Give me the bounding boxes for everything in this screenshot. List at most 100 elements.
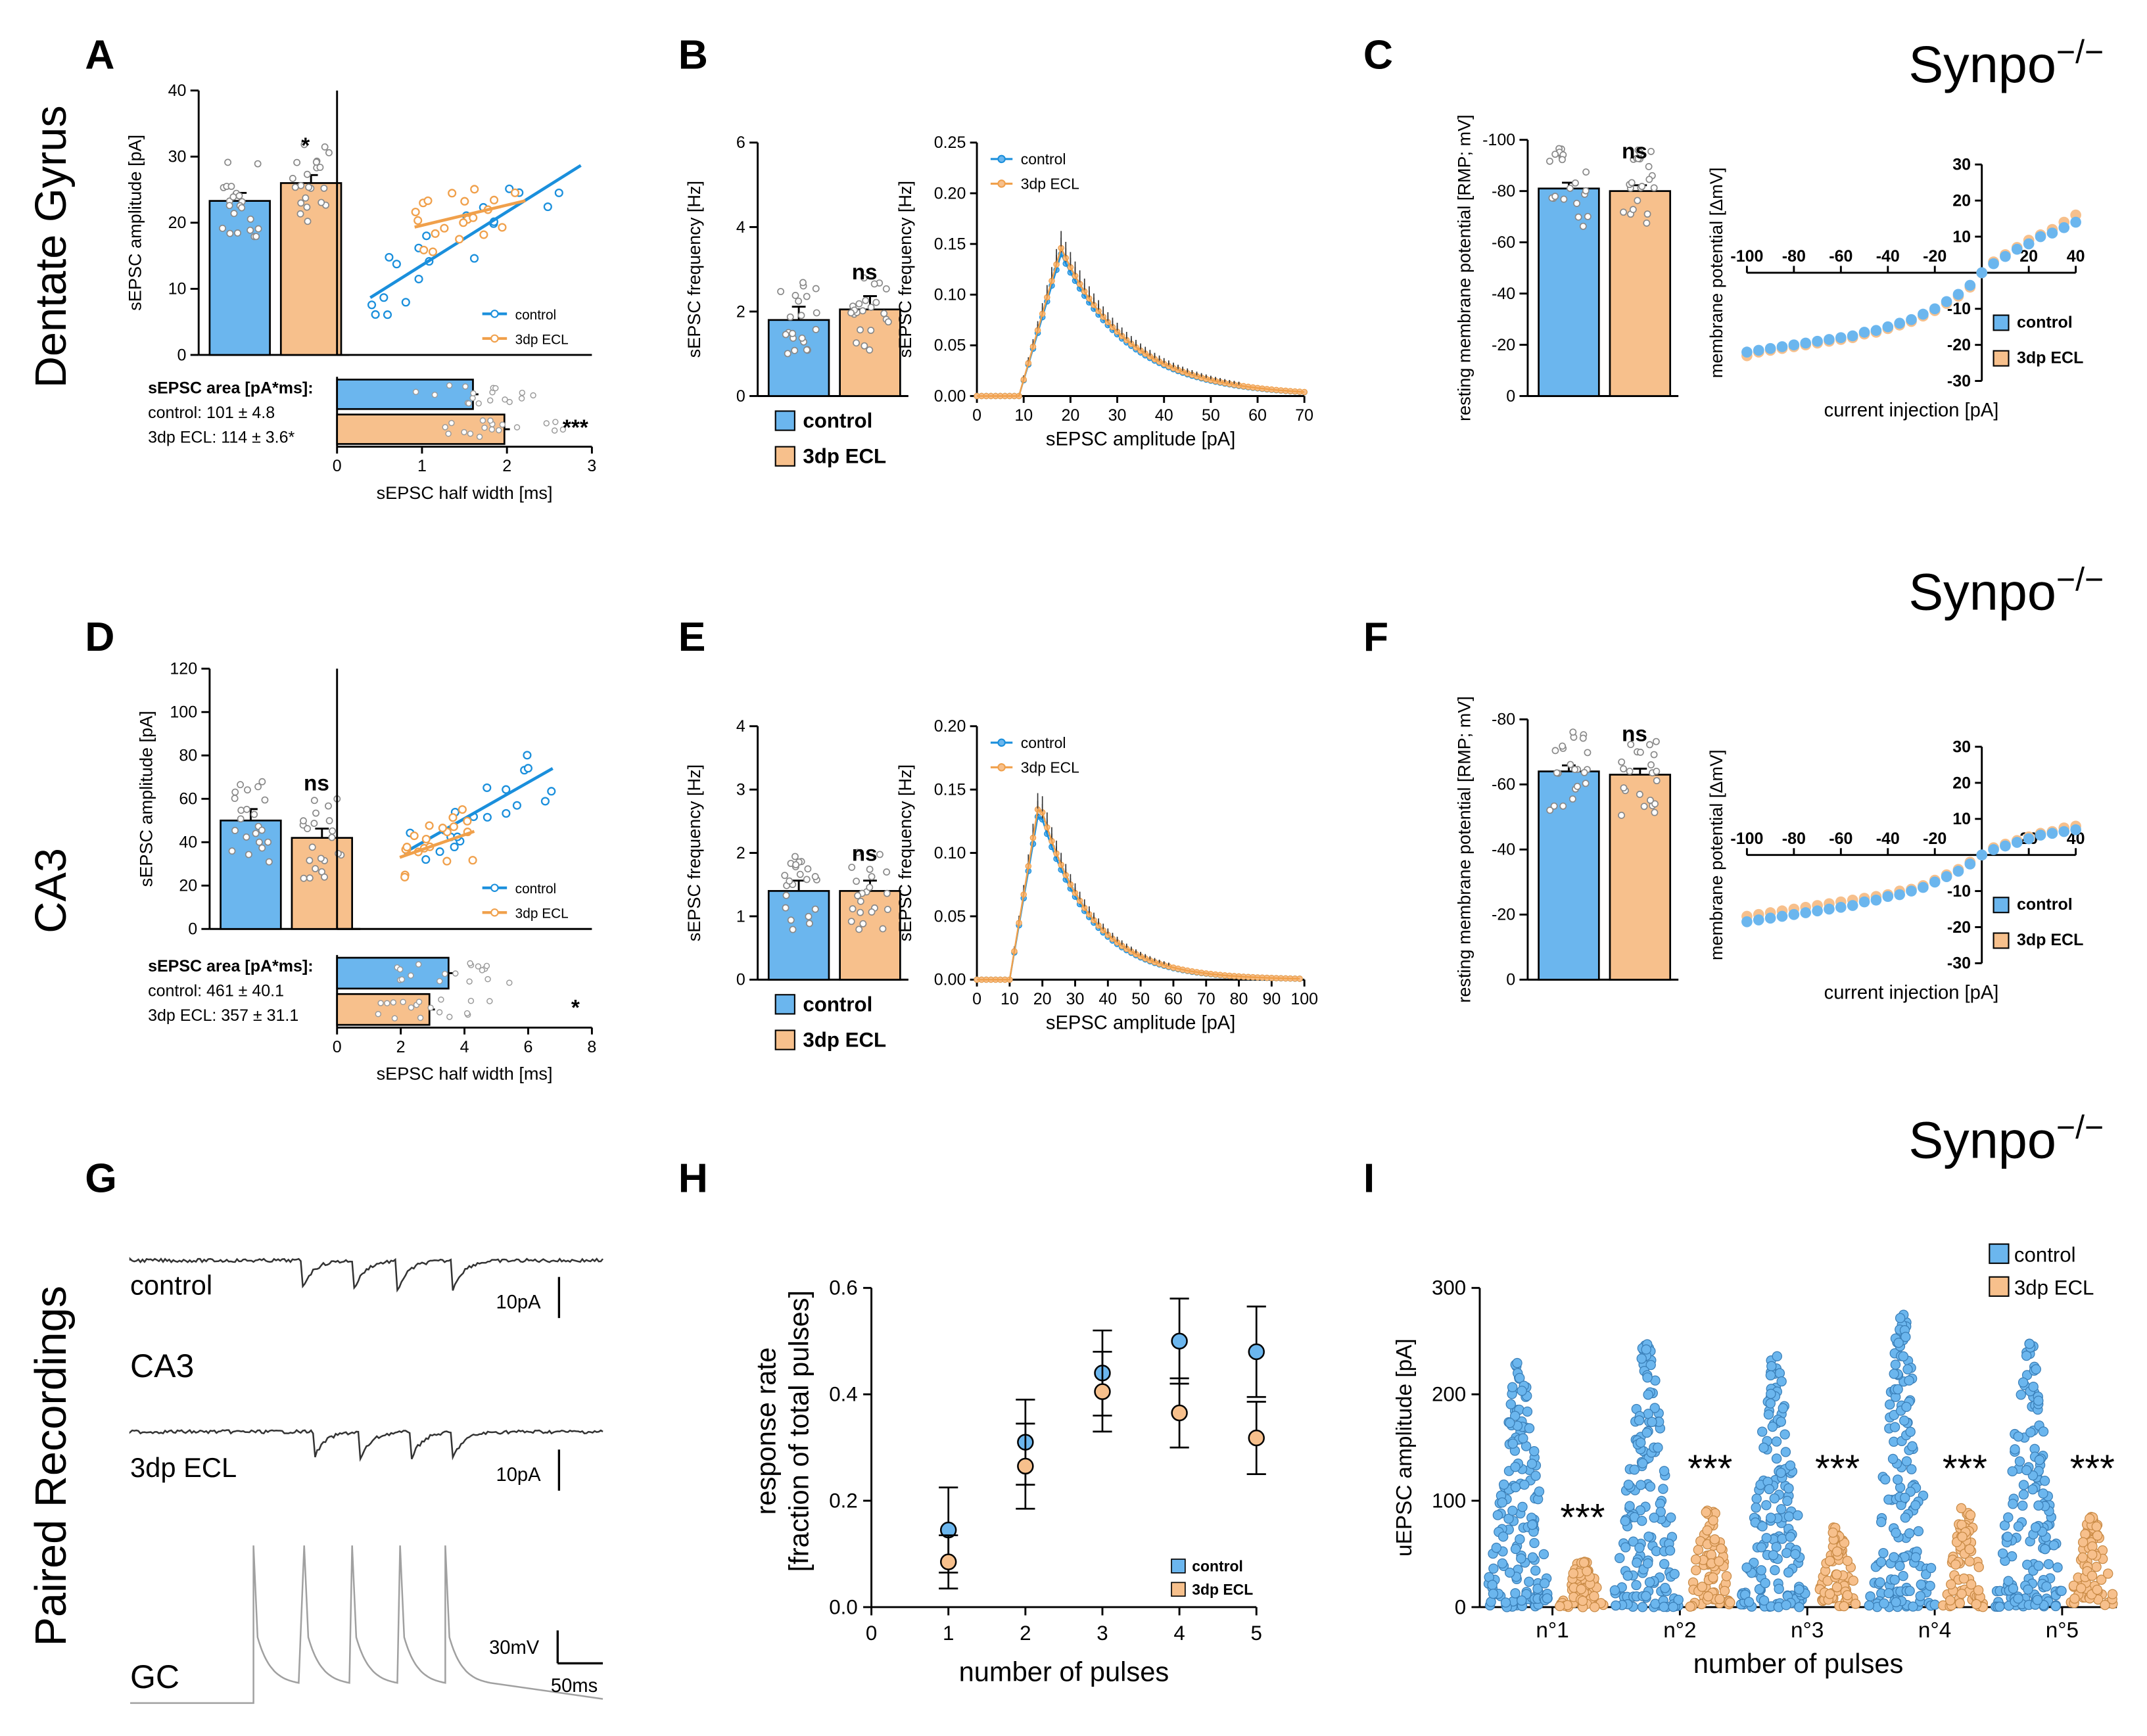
panel-f-rmp-dot [1551,747,1559,755]
panel-i-point-control [1895,1313,1906,1323]
panel-i-point-control [1631,1580,1641,1591]
panel-i-point-control [1785,1460,1796,1471]
panel-i-point-control [1615,1553,1625,1564]
panel-d-halfwidth-dot [398,976,405,983]
panel-f-iv-point-control [1788,908,1800,920]
panel-a-bar-dot [321,143,329,151]
panel-d-halfwidth-dot [484,975,491,983]
panel-b-bar-dot [812,285,820,293]
panel-h-ytick-label: 0.0 [829,1595,857,1618]
panel-i-point-control [1900,1492,1910,1503]
panel-c-iv-point-control [1835,332,1847,344]
panel-d-halfwidth-dot [436,1009,443,1016]
panel-b-bar-dot [797,312,805,319]
panel-i-point-control [1878,1547,1889,1559]
panel-e-hist-ytick-label: 0.15 [934,781,966,799]
panel-b-bar-dot [880,310,888,317]
panel-i-point-control [1503,1513,1514,1524]
panel-c-rmp-dot [1647,147,1655,155]
panel-f-iv-ytick-label: -10 [1947,882,1971,901]
panel-f-rmp-dot [1652,738,1660,745]
panel-e-hist-ytick-label: 0.10 [934,844,966,862]
panel-i-point-control [1741,1562,1752,1573]
panel-e-hist-xlabel: sEPSC amplitude [pA] [1046,1012,1235,1033]
panel-a-bar-dot [305,183,312,191]
panel-b-bar-dot [859,307,866,315]
panel-f-rmp-significance: ns [1622,722,1647,747]
panel-i-point-ecl [1973,1562,1984,1572]
panel-d-scatter-point-control [450,842,459,851]
panel-i-point-control [1761,1533,1772,1543]
panel-b-hist-ytick-label: 0.15 [934,235,966,253]
panel-d-halfwidth-area-ecl: 3dp ECL: 357 ± 31.1 [148,1006,298,1025]
panel-h-legend-swatch [1171,1559,1186,1574]
panel-i-point-control [1908,1601,1918,1612]
panel-i-point-control [2040,1543,2050,1555]
panel-d-bar-dot [228,847,236,855]
panel-letter-f: F [1363,614,1388,660]
panel-i-point-control [2006,1551,2017,1562]
panel-i-point-control [1900,1513,1911,1523]
panel-a-scatter-point-control [422,231,431,241]
panel-b-hist-xtick-label: 40 [1155,406,1173,425]
panel-c-rmp-dot [1645,176,1653,183]
panel-d-bar-dot [254,783,262,791]
panel-f-rmp-ytick-label: 0 [1506,971,1515,989]
panel-f-rmp-dot [1559,742,1567,750]
panel-i-point-control [2056,1585,2067,1597]
panel-e-bar-ytick-label: 1 [736,907,745,926]
panel-i-point-control [1783,1483,1794,1493]
panel-c-rmp-significance: ns [1622,139,1647,164]
panel-d-bar-dot [328,833,336,841]
panel-i-point-ecl [2102,1568,2113,1579]
panel-i-point-ecl [2096,1574,2107,1585]
panel-a-halfwidth-dot [479,417,486,424]
panel-d-halfwidth-dot [427,1004,434,1011]
panel-i-point-control [1904,1528,1915,1539]
panel-i-point-control [2008,1499,2018,1509]
panel-a-halfwidth-dot [543,420,550,427]
panel-f-rmp-dot [1580,768,1588,776]
panel-a-bar-dot [320,184,328,192]
panel-i-point-control [1524,1576,1534,1587]
panel-c-iv-point-control [2000,250,2011,262]
panel-i-point-control [1898,1570,1908,1582]
panel-d-bar-dot [335,850,342,857]
panel-i-point-control [1653,1442,1663,1453]
panel-e-bar-dot [857,897,864,905]
panel-d-bar-ytick-label: 100 [170,703,197,722]
panel-i-point-ecl [1828,1527,1838,1538]
panel-i-xtick-label: n°3 [1791,1618,1824,1643]
panel-d-scatter-fit-ecl [399,830,475,859]
panel-c-iv-xtick-label: -20 [1923,247,1946,266]
panel-i-point-ecl [1839,1601,1849,1612]
panel-h-point-ecl [1017,1457,1034,1475]
panel-i-point-control [1519,1480,1530,1490]
panel-b-bar-dot [803,346,811,354]
panel-c-rmp-ytick-label: -20 [1492,336,1515,354]
panel-b-bar-dot [867,303,875,311]
panel-a-scatter-point-ecl [423,196,433,205]
panel-e-bar-dot [876,851,884,858]
panel-h-ytick-label: 0.4 [829,1383,857,1406]
panel-i-point-ecl [1590,1602,1600,1612]
panel-i-point-ecl [1957,1532,1968,1542]
panel-c-iv-point-control [1776,341,1788,352]
panel-f-iv-point-control [1858,896,1870,908]
panel-e-bar-dot [849,905,857,913]
panel-a-scatter-point-control [401,298,410,307]
panel-a-halfwidth-xlabel: sEPSC half width [ms] [377,482,553,503]
panel-c-rmp-dot [1645,163,1653,170]
panel-i-point-control [2013,1521,2024,1532]
panel-h-ytick-label: 0.2 [829,1489,857,1512]
panel-c-rmp-dot [1650,184,1658,192]
panel-f-rmp-dot [1646,741,1653,749]
panel-i-point-control [1659,1466,1670,1476]
panel-i-point-control [1507,1438,1519,1449]
panel-c-rmp-dot [1620,208,1627,216]
panel-h-xtick-label: 5 [1251,1622,1262,1645]
panel-i-point-control [1527,1519,1538,1530]
panel-i-point-ecl [1708,1572,1718,1583]
panel-d-bar-dot [329,827,337,835]
panel-i-point-control [1641,1591,1651,1601]
